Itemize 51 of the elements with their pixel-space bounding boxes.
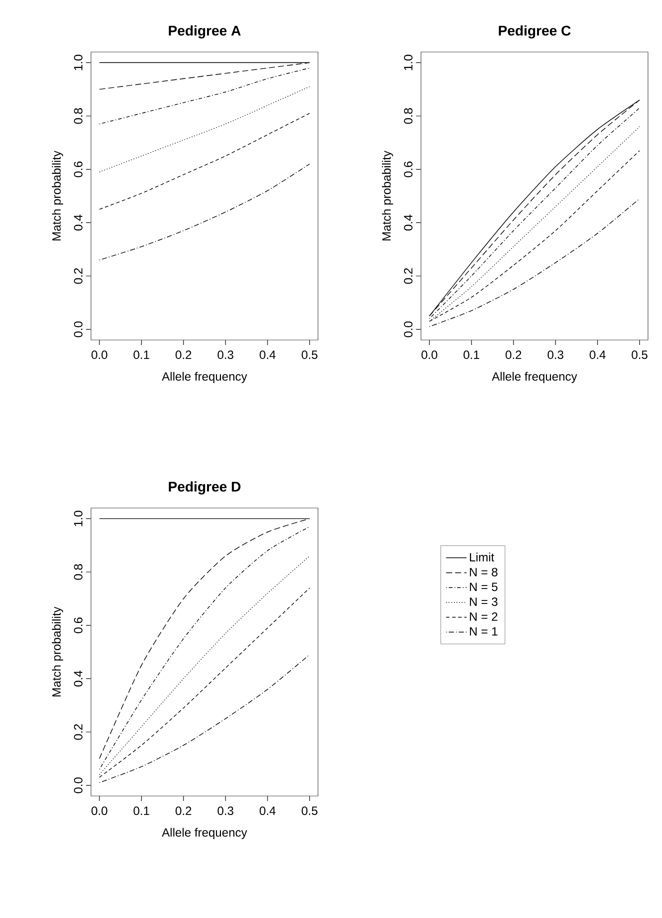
x-tick-label: 0.1 — [134, 806, 150, 816]
legend-label: Limit — [470, 552, 494, 562]
y-tick-label: 0.2 — [74, 724, 82, 740]
x-tick-label: 0.3 — [218, 806, 234, 816]
x-tick-label: 0.3 — [548, 350, 564, 360]
legend-label: N = 1 — [470, 627, 498, 636]
x-tick-label: 0.3 — [218, 350, 234, 360]
y-tick-label: 0.4 — [404, 214, 412, 231]
x-tick-label: 0.2 — [176, 350, 192, 360]
y-tick-label: 0.2 — [404, 268, 412, 284]
x-tick-label: 0.5 — [632, 350, 648, 360]
y-tick-label: 0.0 — [74, 777, 82, 794]
y-tick-label: 0.8 — [404, 108, 412, 124]
y-tick-label: 1.0 — [404, 54, 412, 70]
y-tick-label: 0.0 — [74, 321, 82, 338]
y-tick-label: 0.4 — [74, 214, 82, 231]
legend-label: N = 3 — [470, 597, 498, 606]
y-axis-title: Match probability — [382, 150, 394, 240]
y-axis-title: Match probability — [52, 606, 64, 696]
x-tick-label: 0.0 — [92, 806, 108, 816]
x-axis-title: Allele frequency — [162, 372, 248, 384]
y-tick-label: 0.0 — [404, 321, 412, 338]
chart-title: Pedigree D — [168, 481, 240, 494]
x-axis-title: Allele frequency — [492, 372, 578, 384]
x-axis-title: Allele frequency — [162, 828, 248, 840]
x-tick-label: 0.1 — [134, 350, 150, 360]
y-tick-label: 0.6 — [404, 162, 412, 178]
legend-label: N = 5 — [470, 582, 498, 592]
legend-label: N = 2 — [470, 612, 498, 621]
x-tick-label: 0.0 — [92, 350, 108, 360]
x-tick-label: 0.4 — [260, 806, 276, 816]
x-tick-label: 0.5 — [302, 350, 318, 360]
chart-title: Pedigree C — [498, 25, 571, 38]
x-tick-label: 0.5 — [302, 806, 318, 816]
y-tick-label: 0.2 — [74, 268, 82, 284]
y-tick-label: 0.6 — [74, 162, 82, 178]
y-tick-label: 1.0 — [74, 510, 82, 526]
y-tick-label: 0.6 — [74, 618, 82, 634]
x-tick-label: 0.2 — [176, 806, 192, 816]
x-tick-label: 0.4 — [260, 350, 276, 360]
x-tick-label: 0.4 — [590, 350, 606, 360]
y-tick-label: 0.8 — [74, 564, 82, 580]
y-axis-title: Match probability — [52, 150, 64, 240]
y-tick-label: 0.4 — [74, 670, 82, 687]
x-tick-label: 0.0 — [422, 350, 438, 360]
legend-label: N = 8 — [470, 568, 498, 576]
y-tick-label: 1.0 — [74, 54, 82, 70]
chart-title: Pedigree A — [168, 25, 241, 38]
x-tick-label: 0.2 — [506, 350, 522, 360]
x-tick-label: 0.1 — [464, 350, 480, 360]
y-tick-label: 0.8 — [74, 108, 82, 124]
